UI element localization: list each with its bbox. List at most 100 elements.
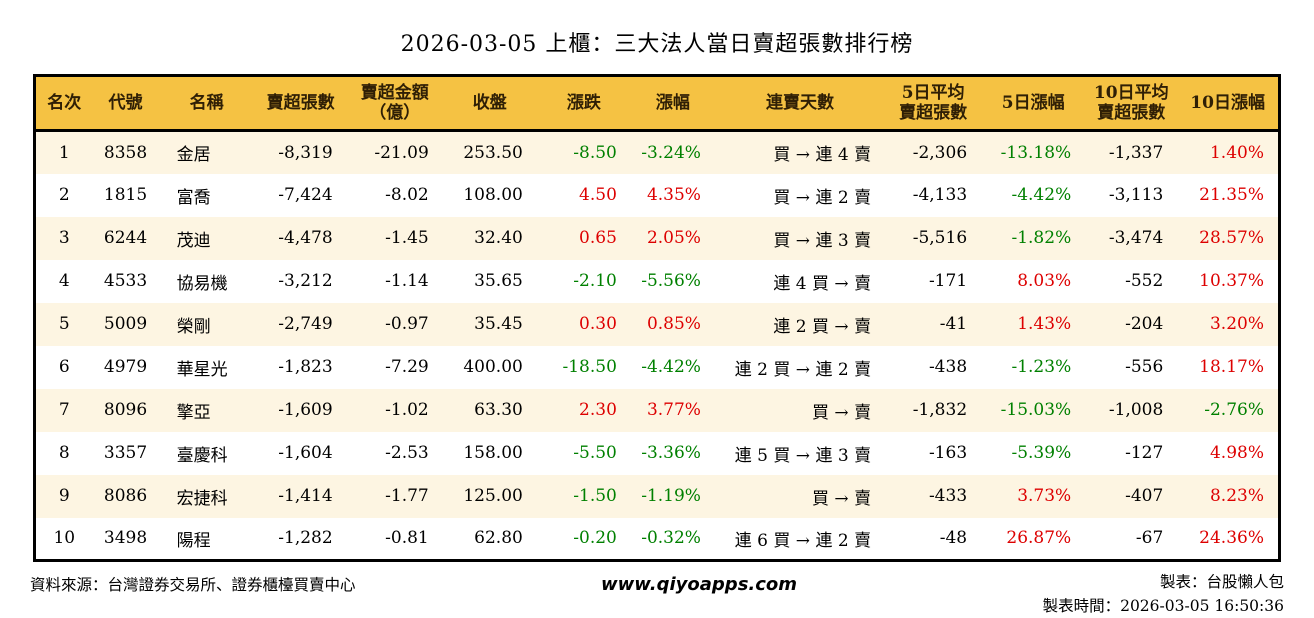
- column-header: 收盤: [442, 75, 537, 132]
- column-header: 名次: [34, 75, 93, 132]
- column-header: 漲跌: [536, 75, 631, 132]
- table-cell: -0.20: [573, 528, 617, 549]
- table-cell: -5.50: [573, 443, 617, 463]
- table-cell: 108.00: [463, 185, 523, 205]
- table-cell: 連 4 買 → 賣: [773, 273, 872, 294]
- table-cell: 2.30: [579, 400, 617, 420]
- table-cell: -4,478: [278, 228, 333, 248]
- table-row: 5 5009 榮剛 -2,749 -0.97 35.45 0.30 0.85% 連 2 買 → …: [34, 302, 1280, 346]
- table-cell: 8.03%: [1017, 271, 1072, 291]
- column-header: 賣超金額 （億）: [346, 75, 443, 132]
- table-cell: 買 → 賣: [812, 402, 872, 423]
- table-body: 1 8358 金居 -8,319 -21.09 253.50 -8.50 -3.24% 買 → …: [34, 130, 1280, 561]
- table-cell: -2.10: [573, 271, 617, 291]
- table-cell: 華星光: [176, 359, 228, 380]
- table-cell: 陽程: [176, 530, 211, 551]
- table-cell: -1,414: [278, 486, 333, 506]
- table-cell: -21.09: [374, 142, 429, 163]
- table-cell: 1: [58, 142, 70, 163]
- table-cell: -163: [928, 443, 968, 463]
- table-cell: -1.19%: [641, 486, 701, 506]
- table-cell: 連 2 買 → 連 2 賣: [734, 359, 872, 380]
- table-cell: -438: [928, 357, 968, 377]
- table-cell: 4979: [103, 357, 148, 377]
- column-header: 10日漲幅: [1177, 75, 1280, 132]
- table-cell: 24.36%: [1199, 528, 1264, 549]
- table-cell: 18.17%: [1199, 357, 1264, 377]
- table-cell: 7: [58, 400, 70, 420]
- table-cell: 2: [58, 185, 70, 205]
- header-row: 名次 代號 名稱 賣超張數 賣超金額 （億） 收盤 漲跌 漲幅 連賣天數 5日平均 賣超張數 5日漲…: [34, 75, 1280, 132]
- table-cell: 35.65: [474, 271, 523, 291]
- table-cell: 買 → 連 3 賣: [773, 230, 872, 251]
- table-cell: 4: [58, 271, 70, 291]
- table-cell: 宏捷科: [176, 488, 228, 509]
- column-header: 名稱: [158, 75, 255, 132]
- table-cell: -1.82%: [1011, 228, 1072, 248]
- table-cell: -1,832: [912, 400, 968, 420]
- table-cell: 8358: [103, 142, 148, 163]
- table-cell: 4.50: [579, 185, 617, 205]
- table-cell: 茂迪: [176, 230, 211, 251]
- table-cell: 2.05%: [646, 228, 701, 248]
- table-cell: 連 6 買 → 連 2 賣: [734, 530, 872, 551]
- table-cell: -0.97: [385, 314, 429, 334]
- table-cell: -67: [1135, 528, 1164, 549]
- table-cell: -7,424: [278, 185, 333, 205]
- table-cell: -1.45: [385, 228, 429, 248]
- table-cell: 21.35%: [1199, 185, 1264, 205]
- table-cell: -48: [939, 528, 968, 549]
- table-cell: -15.03%: [1000, 400, 1072, 420]
- table-cell: 8.23%: [1209, 486, 1264, 506]
- table-cell: -1,609: [278, 400, 333, 420]
- table-cell: 253.50: [463, 142, 523, 163]
- table-cell: -2,306: [912, 142, 968, 163]
- table-row: 10 3498 陽程 -1,282 -0.81 62.80 -0.20 -0.32% 連 6 買…: [34, 517, 1280, 561]
- column-header: 賣超張數: [254, 75, 347, 132]
- table-cell: -8,319: [278, 142, 333, 163]
- table-cell: -3,212: [278, 271, 333, 291]
- table-cell: -5.39%: [1011, 443, 1072, 463]
- table-cell: -1.23%: [1011, 357, 1072, 377]
- table-cell: 買 → 連 2 賣: [773, 187, 872, 208]
- table-cell: -552: [1125, 271, 1164, 291]
- table-cell: -2.76%: [1204, 400, 1264, 420]
- table-cell: -1.77: [385, 486, 429, 506]
- table-cell: 協易機: [176, 273, 228, 294]
- table-cell: 3.73%: [1017, 486, 1072, 506]
- table-cell: -556: [1125, 357, 1164, 377]
- table-cell: 1.43%: [1017, 314, 1072, 334]
- table-cell: 125.00: [463, 486, 523, 506]
- table-cell: -2.53: [385, 443, 429, 463]
- table-header: 名次 代號 名稱 賣超張數 賣超金額 （億） 收盤 漲跌 漲幅 連賣天數 5日平均 賣超張數 5日漲…: [34, 75, 1280, 132]
- table-cell: 8086: [103, 486, 148, 506]
- table-cell: 8: [58, 443, 70, 463]
- table-cell: -3.36%: [641, 443, 701, 463]
- table-cell: 4.35%: [646, 185, 701, 205]
- table-cell: 26.87%: [1006, 528, 1072, 549]
- table-cell: 臺慶科: [176, 445, 228, 466]
- table-cell: 擎亞: [176, 402, 211, 423]
- table-cell: -4,133: [912, 185, 968, 205]
- table-cell: 28.57%: [1199, 228, 1264, 248]
- table-cell: 0.65: [579, 228, 617, 248]
- table-cell: -204: [1125, 314, 1164, 334]
- table-cell: -41: [939, 314, 968, 334]
- table-cell: -0.81: [385, 528, 429, 549]
- footer-credits: 製表：台股懶人包 製表時間：2026-03-05 16:50:36: [1043, 570, 1284, 618]
- table-cell: -1.14: [385, 271, 429, 291]
- table-cell: 榮剛: [176, 316, 211, 337]
- table-cell: 10.37%: [1199, 271, 1264, 291]
- table-cell: 35.45: [474, 314, 523, 334]
- table-cell: -3,474: [1108, 228, 1164, 248]
- table-cell: 5: [58, 314, 70, 334]
- table-cell: 6: [58, 357, 70, 377]
- table-cell: -1,337: [1108, 142, 1164, 163]
- table-cell: -18.50: [562, 357, 617, 377]
- table-cell: 富喬: [176, 187, 211, 208]
- table-cell: 4.98%: [1209, 443, 1264, 463]
- table-cell: 3.77%: [646, 400, 701, 420]
- column-header: 10日平均 賣超張數: [1085, 75, 1178, 132]
- table-cell: -8.50: [573, 142, 617, 163]
- table-cell: -127: [1125, 443, 1164, 463]
